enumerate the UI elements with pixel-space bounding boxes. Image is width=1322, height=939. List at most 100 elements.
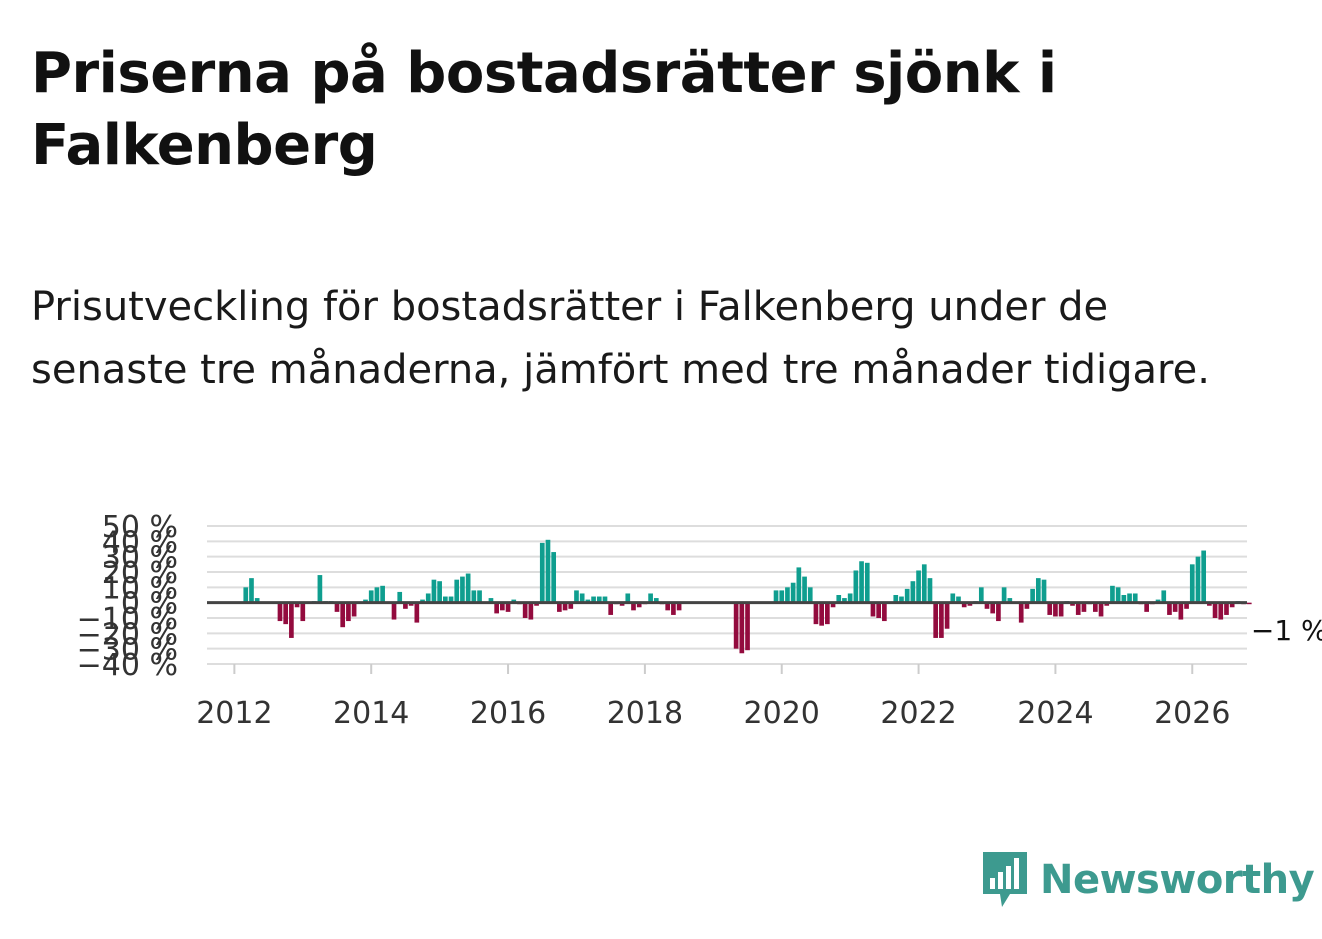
- bar: [899, 596, 904, 603]
- bar: [1161, 590, 1167, 603]
- bar: [1007, 598, 1013, 603]
- bar: [927, 578, 933, 603]
- bar: [397, 591, 403, 603]
- bar: [961, 602, 967, 608]
- bar: [648, 593, 653, 603]
- bar: [733, 602, 739, 649]
- y-tick-label: 50 %: [102, 510, 178, 545]
- bar: [882, 602, 887, 622]
- bar: [1189, 564, 1195, 603]
- bar: [830, 602, 836, 608]
- bar: [1224, 602, 1229, 615]
- bar: [437, 581, 442, 603]
- bar: [471, 590, 477, 603]
- bar: [1172, 602, 1178, 612]
- bar: [528, 602, 534, 620]
- bar: [568, 602, 574, 609]
- bar: [1030, 588, 1035, 603]
- bar: [545, 539, 551, 603]
- bar: [522, 602, 528, 618]
- bar: [619, 602, 625, 606]
- bar: [671, 602, 676, 615]
- bar: [785, 587, 790, 603]
- bar: [807, 587, 813, 603]
- y-tick-label: 10 %: [102, 571, 178, 606]
- bar: [819, 602, 824, 626]
- bar: [790, 582, 796, 603]
- bar: [1115, 587, 1121, 603]
- bar: [1218, 602, 1224, 620]
- bar: [1144, 602, 1149, 612]
- bar: [1246, 602, 1252, 605]
- bar: [579, 593, 585, 603]
- bar: [773, 590, 779, 603]
- bar: [631, 602, 636, 611]
- x-tick-label: 2016: [470, 696, 546, 731]
- bar: [739, 602, 745, 654]
- newsworthy-logo-icon: [983, 852, 1027, 907]
- bar: [1132, 593, 1138, 603]
- bar: [1127, 593, 1132, 603]
- bar: [796, 567, 802, 603]
- bar: [249, 578, 254, 603]
- bar: [893, 595, 899, 603]
- bar: [420, 599, 425, 603]
- bar: [334, 602, 340, 612]
- bar: [910, 581, 916, 603]
- bar: [676, 602, 682, 611]
- bar: [653, 598, 659, 603]
- bar: [1201, 550, 1207, 603]
- bar: [978, 587, 984, 603]
- y-tick-label: 40 %: [102, 525, 178, 560]
- bar: [996, 602, 1001, 622]
- bar: [1024, 602, 1030, 609]
- bar: [870, 602, 876, 617]
- bar: [596, 596, 602, 603]
- bar-chart: 50 %40 %30 %20 %10 %0 %−10 %−20 %−30 %−4…: [77, 510, 1322, 731]
- bar: [500, 602, 505, 611]
- x-tick-label: 2018: [607, 696, 683, 731]
- bar: [842, 598, 847, 603]
- bar: [1167, 602, 1172, 615]
- x-tick-label: 2020: [744, 696, 820, 731]
- bar: [443, 596, 448, 603]
- y-tick-label: 0 %: [121, 587, 178, 622]
- bar: [317, 575, 323, 603]
- bar: [363, 599, 368, 603]
- bar: [539, 542, 545, 603]
- bar: [243, 587, 249, 603]
- y-tick-label: −10 %: [77, 602, 178, 637]
- bar: [391, 602, 397, 620]
- bar: [1121, 595, 1127, 603]
- x-tick-label: 2014: [333, 696, 409, 731]
- bar: [368, 590, 374, 603]
- bar: [1053, 602, 1058, 617]
- bar: [990, 602, 996, 614]
- bar: [1110, 585, 1115, 603]
- bar: [636, 602, 642, 608]
- bar: [1184, 602, 1189, 609]
- bar: [825, 602, 830, 625]
- bar: [562, 602, 568, 611]
- bar: [859, 561, 864, 603]
- bar: [574, 590, 579, 603]
- bar-series: [243, 539, 1252, 654]
- x-axis-ticks: 2012 2014 2016 2018 2020 2022 2024 2026: [196, 664, 1230, 731]
- y-tick-label: 20 %: [102, 556, 178, 591]
- bar: [1058, 602, 1064, 617]
- bar: [1207, 602, 1212, 606]
- x-tick-label: 2012: [196, 696, 272, 731]
- bar: [591, 596, 596, 603]
- bar: [602, 596, 608, 603]
- bar: [425, 593, 431, 603]
- bar: [1018, 602, 1024, 623]
- bar: [534, 602, 539, 606]
- bar: [277, 602, 283, 622]
- bar: [1047, 602, 1053, 615]
- bar: [1001, 587, 1007, 603]
- bar: [511, 599, 517, 603]
- bar: [294, 602, 300, 608]
- bar: [380, 585, 385, 603]
- chart-title: Priserna på bostadsrätter sjönk i Falken…: [31, 41, 1057, 178]
- newsworthy-logo: Newsworthy: [980, 850, 1315, 910]
